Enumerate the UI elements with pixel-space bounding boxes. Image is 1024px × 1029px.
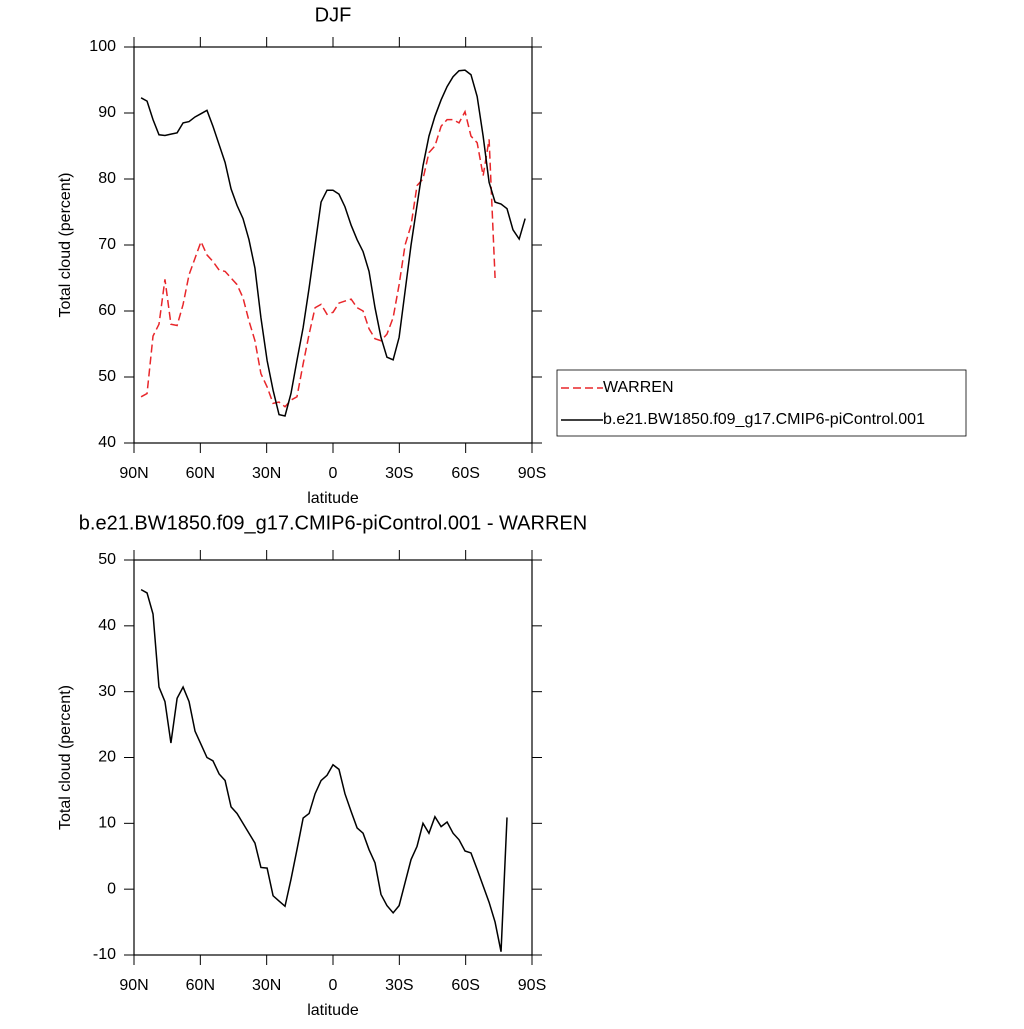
- x-tick-label: 60N: [186, 465, 215, 482]
- x-tick-label: 90S: [518, 465, 546, 482]
- y-tick-label: 80: [98, 170, 116, 187]
- data-line: [140, 588, 508, 952]
- x-tick-label: 30N: [252, 465, 281, 482]
- legend-label: WARREN: [603, 379, 674, 396]
- x-tick-label: 30N: [252, 977, 281, 994]
- y-axis-label: Total cloud (percent): [57, 173, 74, 318]
- x-axis-label: latitude: [307, 1002, 359, 1019]
- x-axis-label: latitude: [307, 490, 359, 507]
- y-tick-label: 90: [98, 104, 116, 121]
- y-tick-label: 30: [98, 683, 116, 700]
- y-tick-label: 40: [98, 434, 116, 451]
- x-tick-label: 0: [329, 465, 338, 482]
- x-tick-label: 60N: [186, 977, 215, 994]
- x-tick-label: 60S: [451, 465, 479, 482]
- y-tick-label: 50: [98, 551, 116, 568]
- x-tick-label: 30S: [385, 977, 413, 994]
- x-tick-label: 60S: [451, 977, 479, 994]
- series-line: [140, 109, 496, 408]
- y-tick-label: 20: [98, 749, 116, 766]
- y-axis-label: Total cloud (percent): [57, 685, 74, 830]
- x-tick-label: 30S: [385, 465, 413, 482]
- y-tick-label: -10: [93, 946, 116, 963]
- chart-title: DJF: [315, 4, 352, 26]
- x-tick-label: 90N: [119, 465, 148, 482]
- x-tick-label: 0: [329, 977, 338, 994]
- legend-box: [556, 369, 967, 437]
- y-tick-label: 60: [98, 302, 116, 319]
- y-tick-label: 40: [98, 617, 116, 634]
- y-tick-label: 10: [98, 815, 116, 832]
- x-tick-label: 90S: [518, 977, 546, 994]
- plot-frame: [133, 559, 533, 956]
- y-tick-label: 100: [89, 38, 116, 55]
- chart-title: b.e21.BW1850.f09_g17.CMIP6-piControl.001…: [79, 512, 587, 534]
- legend-label: b.e21.BW1850.f09_g17.CMIP6-piControl.001: [603, 411, 925, 428]
- series-line: [140, 69, 526, 417]
- y-tick-label: 50: [98, 368, 116, 385]
- y-tick-label: 0: [107, 880, 116, 897]
- x-tick-label: 90N: [119, 977, 148, 994]
- plot-frame: [133, 46, 533, 444]
- y-tick-label: 70: [98, 236, 116, 253]
